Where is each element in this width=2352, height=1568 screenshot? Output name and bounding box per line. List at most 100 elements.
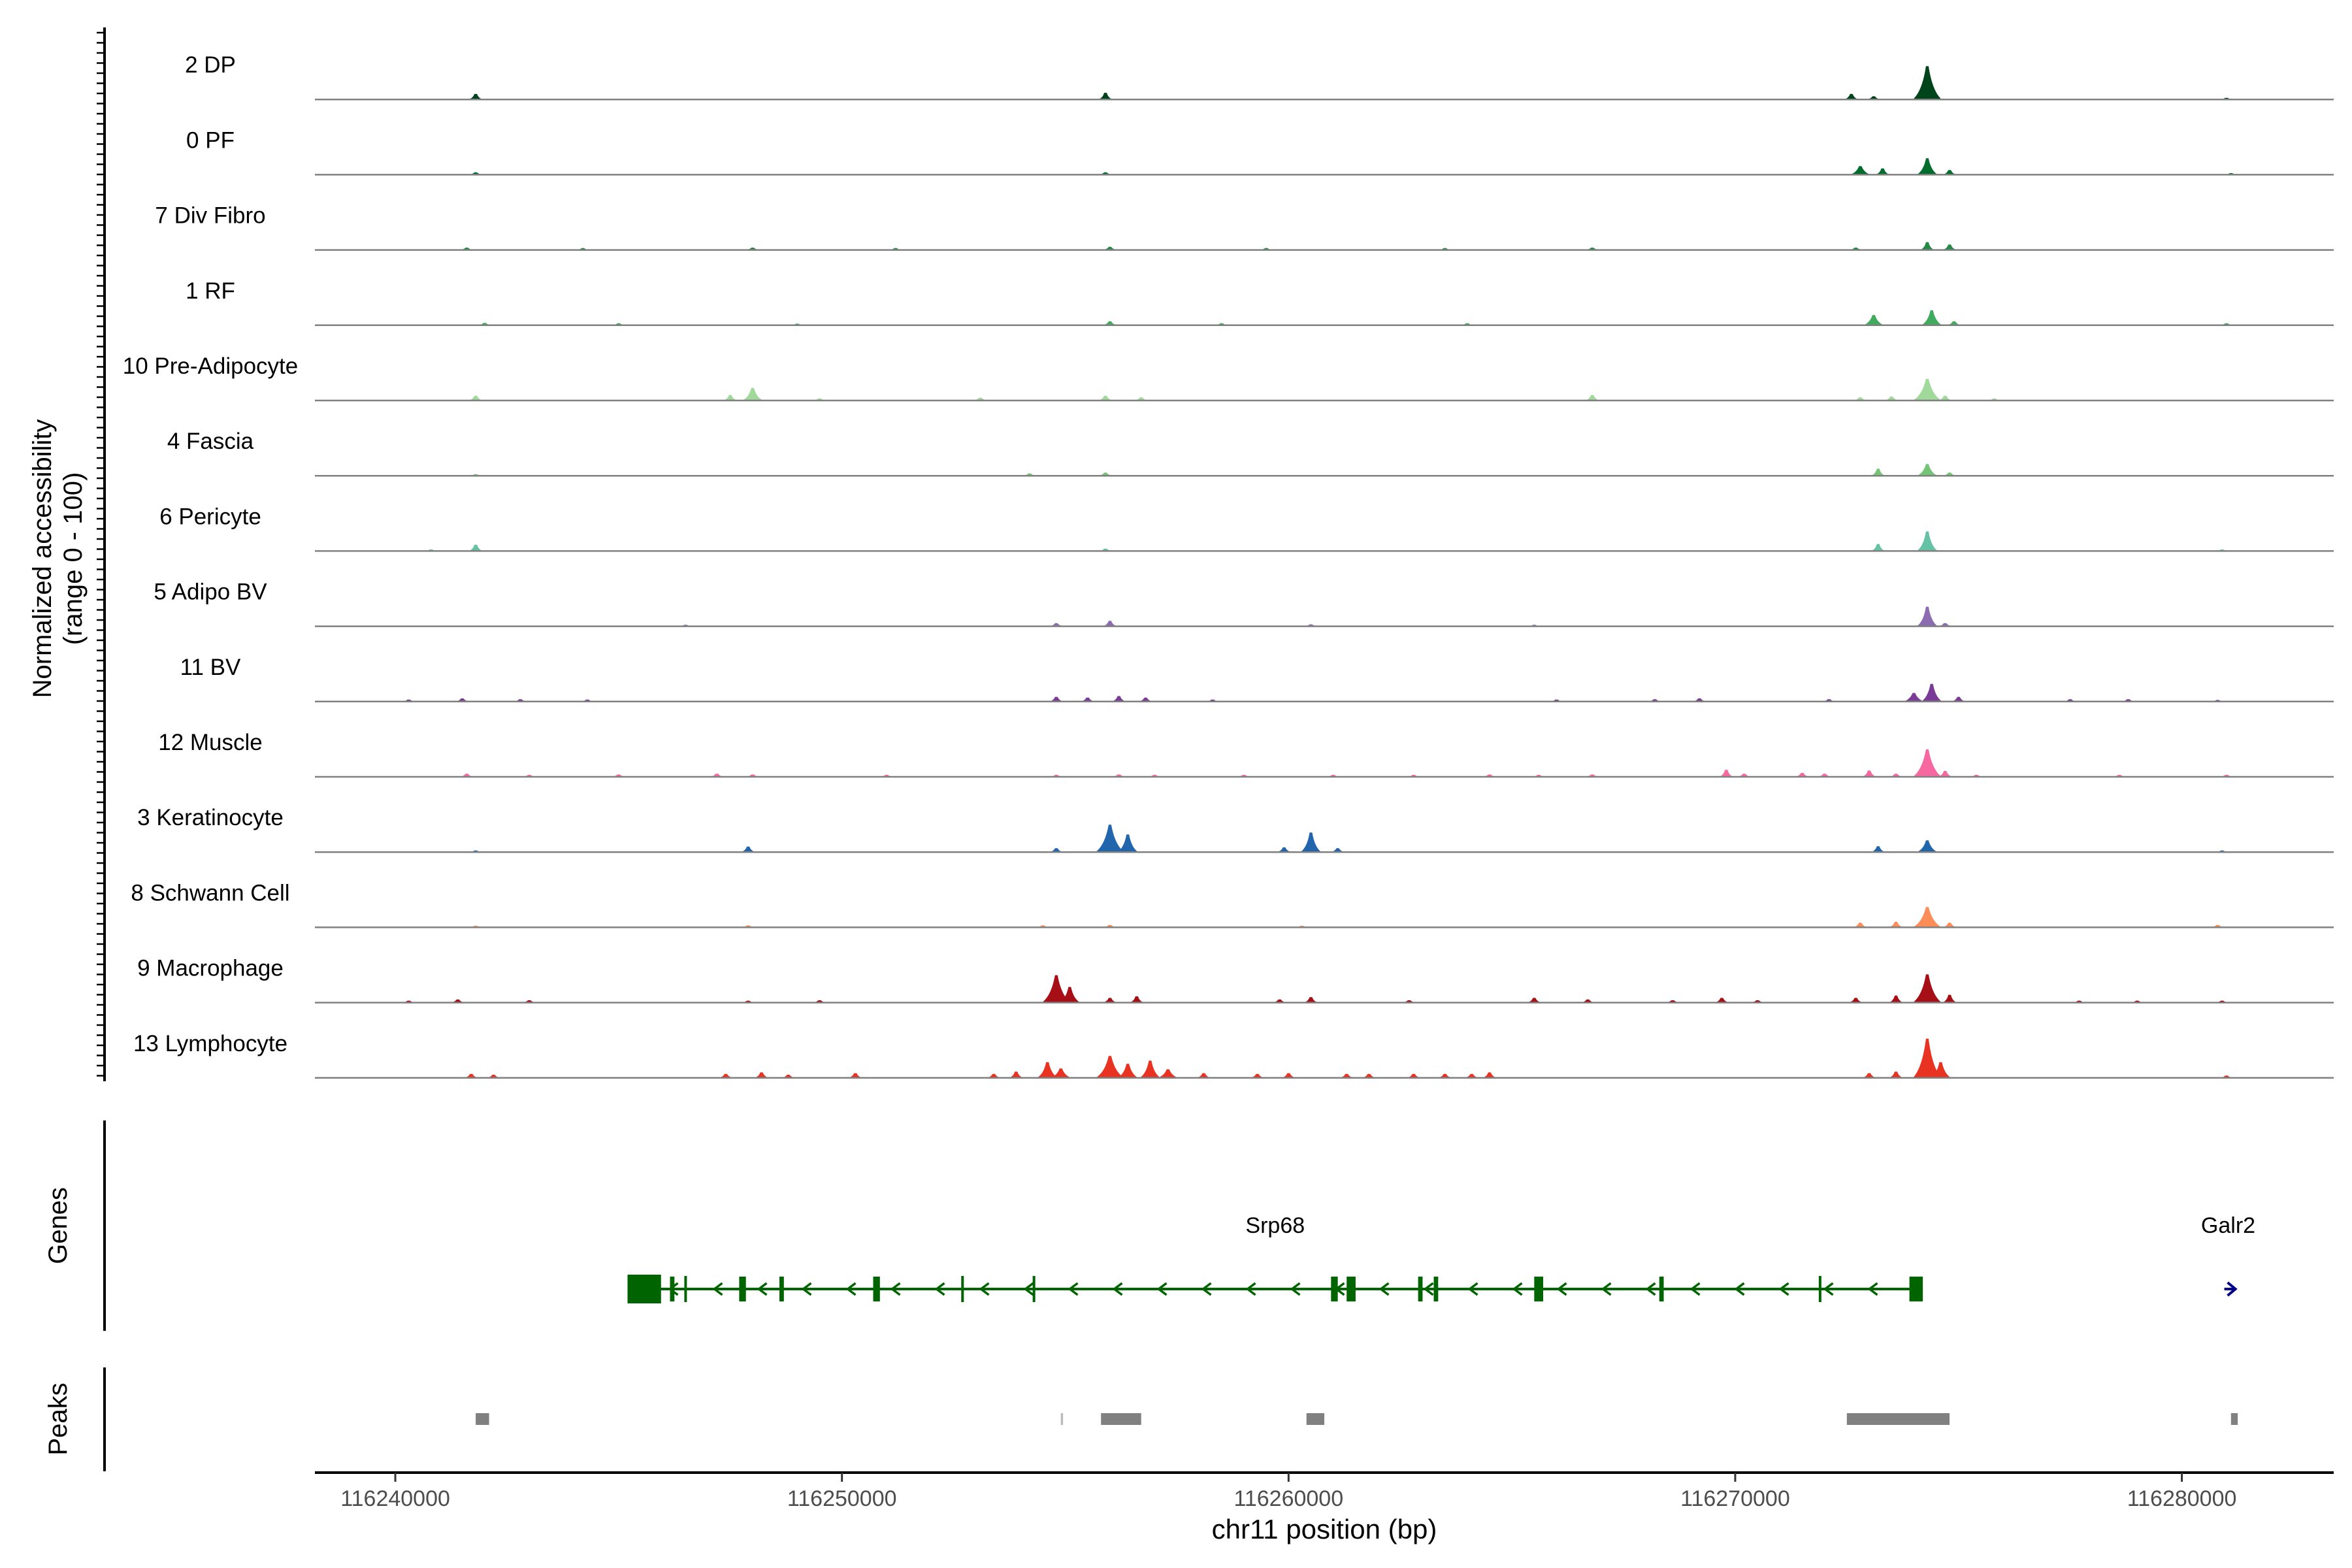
strand-arrow [1023,1282,1034,1296]
coverage-peak [1942,244,1957,250]
peak-region [476,1413,489,1425]
coverage-peak [1912,907,1942,928]
coverage-peak [1863,315,1884,325]
coverage-peak [1912,66,1942,100]
track-8-schwann-cell: 8 Schwann Cell [131,880,2334,928]
coverage-peak [468,93,483,100]
coverage-peak [1930,1062,1952,1078]
strand-arrow [1156,1282,1168,1296]
coverage-peak [1362,1073,1377,1078]
coverage-peak [1853,923,1868,928]
gene-exon [779,1277,784,1301]
coverage-peak [1041,975,1071,1003]
strand-arrow [1068,1282,1079,1296]
gene-exon [1418,1277,1423,1301]
coverage-peak [1903,693,1925,702]
gene-exon [670,1277,675,1301]
track-4-fascia: 4 Fascia [167,429,2334,477]
coverage-peak [1139,1060,1161,1078]
coverage-peak [1719,770,1734,777]
coverage-tracks: 2 DP 0 PF 7 Div Fibro 1 RF 10 Pre-Adipocyte 4… [123,52,2334,1079]
coverage-peak [1009,1071,1024,1078]
coverage-peak [1303,997,1318,1003]
track-label: 10 Pre-Adipocyte [123,353,298,379]
coverage-y-axis [97,27,106,1081]
strand-arrow [1556,1282,1567,1296]
coverage-ylabel-line2: (range 0 - 100) [59,472,88,645]
coverage-peak [1129,996,1144,1003]
coverage-peak [1844,93,1859,100]
gene-exon [1534,1277,1543,1301]
coverage-peak [723,395,738,400]
gene-exon [739,1277,746,1301]
coverage-peak [1951,696,1966,702]
coverage-peak [1102,998,1117,1003]
track-label: 0 PF [186,127,235,153]
coverage-peak [1330,848,1345,853]
coverage-peak [1938,771,1953,777]
track-6-pericyte: 6 Pericyte [159,504,2334,552]
genes-ylabel: Genes [44,1187,73,1264]
coverage-peak [1117,834,1139,853]
track-12-muscle: 12 Muscle [158,730,2334,778]
track-3-keratinocyte: 3 Keratinocyte [137,805,2334,853]
strand-arrow [979,1282,990,1296]
x-tick-label: 116280000 [2127,1486,2237,1511]
x-axis-ticks: 116240000 116250000 116260000 116270000 1162… [340,1473,2236,1511]
track-label: 7 Div Fibro [155,203,265,229]
coverage-peak [1339,1073,1354,1078]
track-0-pf: 0 PF [186,127,2334,176]
track-label: 6 Pericyte [159,504,261,529]
track-label: 12 Muscle [158,730,263,755]
strand-arrow [2227,1281,2238,1297]
track-label: 9 Macrophage [137,956,284,981]
coverage-peak [1916,840,1938,853]
coverage-peak [1862,770,1876,777]
coverage-peak [1196,1073,1211,1078]
coverage-peak [1875,168,1890,175]
coverage-peak [1938,395,1953,400]
strand-arrow [1690,1282,1701,1296]
gene-label: Galr2 [2201,1213,2255,1238]
gene-exon [1433,1277,1439,1301]
coverage-peak [1049,696,1064,702]
strand-arrow [1601,1282,1612,1296]
track-label: 1 RF [186,278,235,304]
gene-label: Srp68 [1245,1213,1305,1238]
strand-arrow [1112,1282,1123,1296]
coverage-peak [1102,621,1117,627]
gene-srp68: Srp68 [627,1213,1923,1303]
coverage-peak [1714,998,1729,1003]
coverage-ylabel-line1: Normalized accessibility [28,419,57,698]
track-7-div-fibro: 7 Div Fibro [155,203,2334,251]
coverage-peak [1912,974,1942,1003]
coverage-peak [1946,321,1961,325]
coverage-peak [1300,832,1322,853]
coverage-peak [1437,1073,1452,1078]
coverage-peak [1037,1062,1058,1078]
coverage-peak [1870,846,1886,853]
peaks-track [476,1413,2238,1425]
track-label: 3 Keratinocyte [137,805,284,830]
coverage-peak [1250,1073,1265,1078]
coverage-peak [754,1072,769,1078]
gene-exon [1331,1277,1338,1301]
strand-arrow [1423,1282,1434,1296]
coverage-peak [1795,773,1810,777]
coverage-peak [1916,531,1938,551]
gene-exon [627,1275,661,1303]
peak-region [1101,1413,1141,1425]
coverage-peak [1884,397,1899,400]
strand-arrow [1512,1282,1523,1296]
coverage-peak [468,395,483,400]
x-tick-label: 116240000 [340,1486,450,1511]
coverage-peak [1102,321,1117,325]
coverage-peak [1862,1073,1876,1078]
track-11-bv: 11 BV [180,655,2334,703]
track-13-lymphocyte: 13 Lymphocyte [133,1031,2334,1079]
coverage-peak [1111,696,1126,702]
strand-arrow [1290,1282,1301,1296]
strand-arrow [1245,1282,1256,1296]
coverage-peak [1098,395,1113,400]
coverage-peak [1870,544,1886,551]
